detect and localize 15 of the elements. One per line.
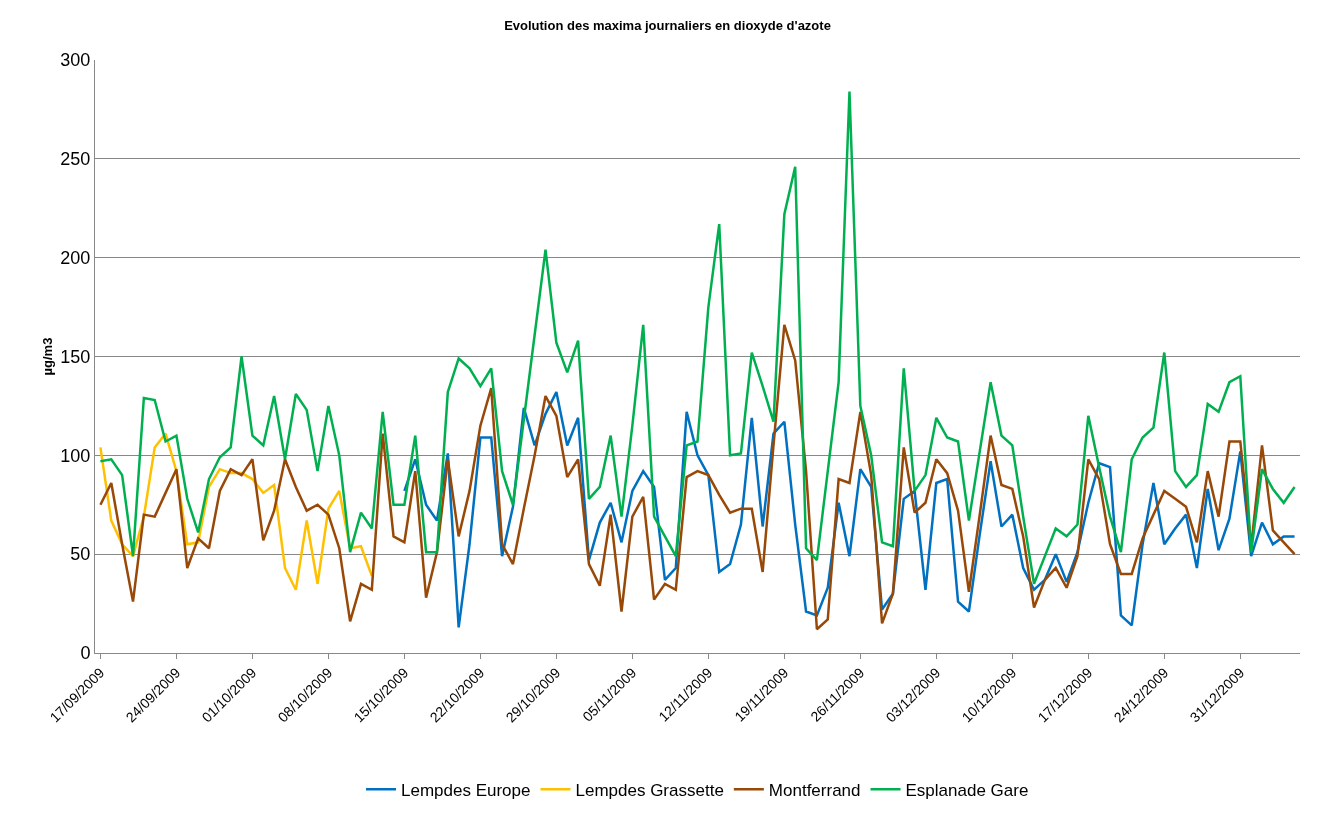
line-series [99, 90, 1296, 586]
legend-label: Montferrand [768, 780, 861, 800]
y-axis-title: µg/m3 [40, 337, 56, 376]
line-series [99, 323, 1296, 631]
y-tick-label: 50 [70, 544, 91, 565]
legend-label: Lempdes Europe [401, 780, 531, 800]
y-tick-label: 100 [60, 445, 91, 466]
legend-label: Lempdes Grassette [575, 780, 724, 800]
y-tick-label: 200 [60, 247, 91, 268]
y-tick-label: 0 [80, 643, 91, 664]
y-tick-label: 150 [60, 346, 91, 367]
chart-title: Evolution des maxima journaliers en dioxyde d'azote [504, 17, 831, 33]
y-tick-label: 250 [60, 149, 91, 170]
legend-label: Esplanade Gare [905, 780, 1029, 800]
y-tick-label: 300 [60, 50, 91, 71]
